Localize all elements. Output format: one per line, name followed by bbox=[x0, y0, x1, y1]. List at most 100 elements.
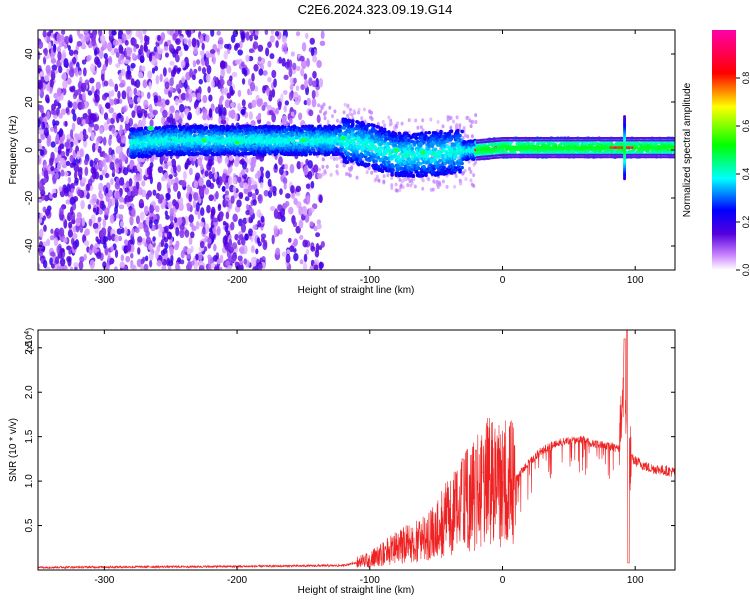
spectral-blob bbox=[223, 87, 229, 96]
spectral-blob bbox=[73, 137, 79, 146]
spectral-blob bbox=[58, 113, 63, 119]
spectral-blob bbox=[120, 68, 126, 77]
spectral-blob bbox=[317, 173, 323, 179]
spectral-blob bbox=[243, 188, 249, 195]
spectral-blob bbox=[259, 166, 264, 173]
spectral-blob bbox=[120, 134, 127, 144]
spectral-blob bbox=[80, 199, 85, 210]
spectral-blob bbox=[206, 52, 213, 58]
spectral-blob bbox=[125, 116, 130, 125]
ridge-blob bbox=[187, 151, 192, 155]
spectral-blob bbox=[191, 74, 196, 81]
spectral-blob bbox=[178, 103, 185, 113]
spectral-blob bbox=[293, 238, 298, 247]
spectral-blob bbox=[167, 187, 171, 194]
spectral-blob bbox=[157, 166, 164, 174]
spectral-blob bbox=[51, 103, 57, 111]
spectral-blob bbox=[237, 255, 243, 262]
ridge-blob bbox=[220, 134, 224, 139]
spectral-blob bbox=[67, 212, 72, 222]
spectral-blob bbox=[38, 138, 42, 144]
spectral-blob bbox=[76, 150, 81, 160]
ridge-blob bbox=[348, 138, 353, 142]
spectral-blob bbox=[433, 180, 437, 185]
spectral-blob bbox=[469, 170, 473, 175]
spectral-blob bbox=[427, 177, 431, 182]
spectral-blob bbox=[138, 198, 145, 209]
spectral-blob bbox=[50, 251, 56, 257]
spectral-blob bbox=[441, 179, 445, 184]
spectral-blob bbox=[290, 184, 295, 194]
spectral-blob bbox=[65, 107, 70, 114]
spectral-blob bbox=[143, 224, 149, 233]
spectral-blob bbox=[83, 253, 87, 261]
spectral-blob bbox=[212, 254, 219, 262]
spectral-blob bbox=[410, 181, 414, 186]
spectral-blob bbox=[238, 40, 243, 49]
spectral-blob bbox=[38, 157, 42, 165]
spectral-blob bbox=[123, 265, 129, 270]
spectral-blob bbox=[241, 78, 246, 85]
spectral-blob bbox=[169, 239, 173, 246]
spectral-blob bbox=[128, 178, 133, 187]
spectral-blob bbox=[226, 92, 232, 99]
spectral-blob bbox=[91, 246, 97, 253]
spectral-blob bbox=[343, 102, 347, 107]
spectral-blob bbox=[282, 177, 288, 185]
spectral-blob bbox=[68, 248, 72, 255]
spectral-blob bbox=[223, 200, 229, 206]
spectral-blob bbox=[342, 163, 346, 168]
spectral-blob bbox=[55, 107, 60, 117]
spectral-blob bbox=[75, 217, 82, 223]
spectral-blob bbox=[339, 120, 343, 125]
spectral-blob bbox=[311, 80, 317, 88]
spectral-blob bbox=[203, 246, 208, 252]
spectral-blob bbox=[321, 164, 325, 169]
spectral-blob bbox=[281, 35, 287, 44]
spectral-blob bbox=[205, 73, 211, 83]
spectral-blob bbox=[114, 205, 118, 215]
spectral-blob bbox=[65, 160, 71, 167]
spectral-blob bbox=[164, 242, 169, 250]
spectral-blob bbox=[238, 191, 244, 198]
spectral-blob bbox=[195, 253, 199, 261]
spectral-blob bbox=[169, 77, 174, 87]
spectral-blob bbox=[355, 175, 359, 180]
spectral-blob bbox=[313, 264, 319, 270]
spectral-blob bbox=[237, 89, 242, 98]
spectral-blob bbox=[228, 110, 232, 118]
spectral-blob bbox=[102, 261, 107, 269]
spectral-blob bbox=[224, 43, 230, 49]
spectral-blob bbox=[97, 135, 102, 143]
spectral-blob bbox=[266, 104, 273, 111]
spectral-blob bbox=[197, 157, 202, 167]
spectral-blob bbox=[310, 47, 315, 57]
spectral-blob bbox=[179, 196, 184, 207]
spectral-blob bbox=[231, 252, 237, 262]
spectral-blob bbox=[94, 228, 99, 234]
spectral-blob bbox=[347, 172, 351, 177]
spectral-blob bbox=[104, 207, 110, 216]
spectral-blob bbox=[99, 49, 104, 60]
spectral-blob bbox=[204, 34, 210, 43]
spectral-blob bbox=[134, 79, 141, 89]
spectral-blob bbox=[221, 88, 225, 96]
ridge-blob bbox=[238, 129, 243, 133]
spectral-blob bbox=[51, 64, 58, 71]
spectral-blob bbox=[203, 187, 210, 195]
spectral-blob bbox=[234, 233, 239, 241]
spectral-blob bbox=[173, 243, 179, 251]
spectral-blob bbox=[138, 222, 144, 230]
spectral-blob bbox=[90, 166, 96, 175]
spectral-blob bbox=[63, 171, 69, 177]
ridge-blob bbox=[211, 152, 216, 157]
spectral-blob bbox=[155, 74, 160, 85]
spectral-blob bbox=[127, 73, 132, 80]
spectral-blob bbox=[43, 169, 49, 179]
spectral-blob bbox=[215, 177, 220, 185]
spectral-blob bbox=[275, 107, 279, 115]
spectral-blob bbox=[98, 104, 103, 110]
spectral-blob bbox=[140, 258, 145, 265]
